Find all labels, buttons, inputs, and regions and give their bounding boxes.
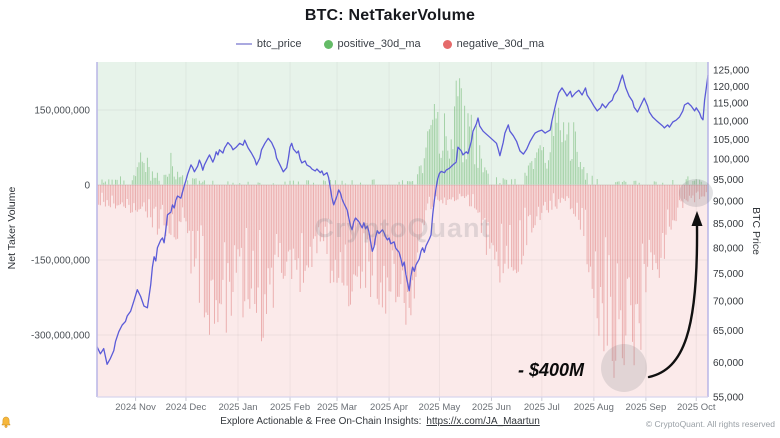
left-axis-tick-label: -300,000,000 <box>31 331 90 342</box>
right-axis-tick-label: 125,000 <box>713 66 750 77</box>
footer-x-link[interactable]: https://x.com/JA_Maartun <box>426 416 540 427</box>
highlight-circle-deep-bars <box>601 344 647 392</box>
right-axis-tick-label: 95,000 <box>713 175 744 186</box>
x-tick-label: 2024 Dec <box>166 402 207 413</box>
right-axis-tick-label: 105,000 <box>713 135 750 146</box>
x-tick-label: 2025 Jun <box>472 402 511 413</box>
green-dot-icon <box>323 39 333 49</box>
x-tick-label: 2025 Oct <box>677 402 716 413</box>
right-axis-tick-label: 70,000 <box>713 296 744 307</box>
x-tick-label: 2025 Feb <box>270 402 310 413</box>
legend-item-positive-30d-ma[interactable]: positive_30d_ma <box>323 38 421 50</box>
right-axis-tick-label: 90,000 <box>713 196 744 207</box>
right-axis-title: BTC Price <box>750 207 762 255</box>
legend-label: negative_30d_ma <box>456 38 545 50</box>
legend-label: btc_price <box>256 38 302 50</box>
line-swatch-icon <box>235 43 252 45</box>
x-tick-label: 2025 Apr <box>370 402 408 413</box>
x-tick-label: 2025 Jul <box>524 402 560 413</box>
positive-region-background <box>97 62 708 185</box>
btc-price-line <box>96 74 709 365</box>
chart-title: BTC: NetTakerVolume <box>304 7 476 24</box>
right-axis-tick-label: 100,000 <box>713 154 750 165</box>
right-axis-tick-label: 120,000 <box>713 82 750 93</box>
right-axis-tick-label: 110,000 <box>713 116 749 127</box>
negative-region-background <box>97 185 708 397</box>
legend-item-negative-30d-ma[interactable]: negative_30d_ma <box>442 38 545 50</box>
footer-insights-text: Explore Actionable & Free On-Chain Insig… <box>220 416 422 427</box>
annotation-arrow <box>647 224 699 379</box>
legend-label: positive_30d_ma <box>337 38 421 50</box>
x-tick-label: 2025 May <box>419 402 461 413</box>
highlight-circle-recent-bars <box>679 179 713 207</box>
right-axis-tick-label: 75,000 <box>713 269 744 280</box>
right-axis-tick-label: 65,000 <box>713 326 744 337</box>
left-axis-tick-label: 0 <box>84 181 90 192</box>
left-axis-tick-label: -150,000,000 <box>31 256 90 267</box>
right-axis-tick-label: 80,000 <box>713 243 744 254</box>
left-axis-title: Net Taker Volume <box>6 186 18 270</box>
min-volume-annotation: - $400M <box>518 360 585 380</box>
right-axis-tick-label: 60,000 <box>713 358 744 369</box>
bell-icon <box>1 416 11 428</box>
chart-legend: btc_price positive_30d_ma negative_30d_m… <box>0 38 780 50</box>
chart-footer: Explore Actionable & Free On-Chain Insig… <box>0 416 780 434</box>
right-axis-tick-label: 55,000 <box>713 393 744 404</box>
positive-volume-bars <box>101 78 702 185</box>
red-dot-icon <box>442 39 452 49</box>
x-tick-label: 2025 Jan <box>218 402 257 413</box>
x-tick-label: 2025 Sep <box>626 402 667 413</box>
x-tick-label: 2024 Nov <box>115 402 156 413</box>
x-tick-label: 2025 Mar <box>317 402 357 413</box>
annotation-arrowhead-icon <box>691 211 703 226</box>
x-tick-label: 2025 Aug <box>574 402 614 413</box>
legend-item-btc-price[interactable]: btc_price <box>235 38 302 50</box>
copyright-text: © CryptoQuant. All rights reserved <box>645 419 775 429</box>
right-axis-tick-label: 115,000 <box>713 99 749 110</box>
right-axis-tick-label: 85,000 <box>713 219 744 230</box>
left-axis-tick-label: 150,000,000 <box>34 106 90 117</box>
